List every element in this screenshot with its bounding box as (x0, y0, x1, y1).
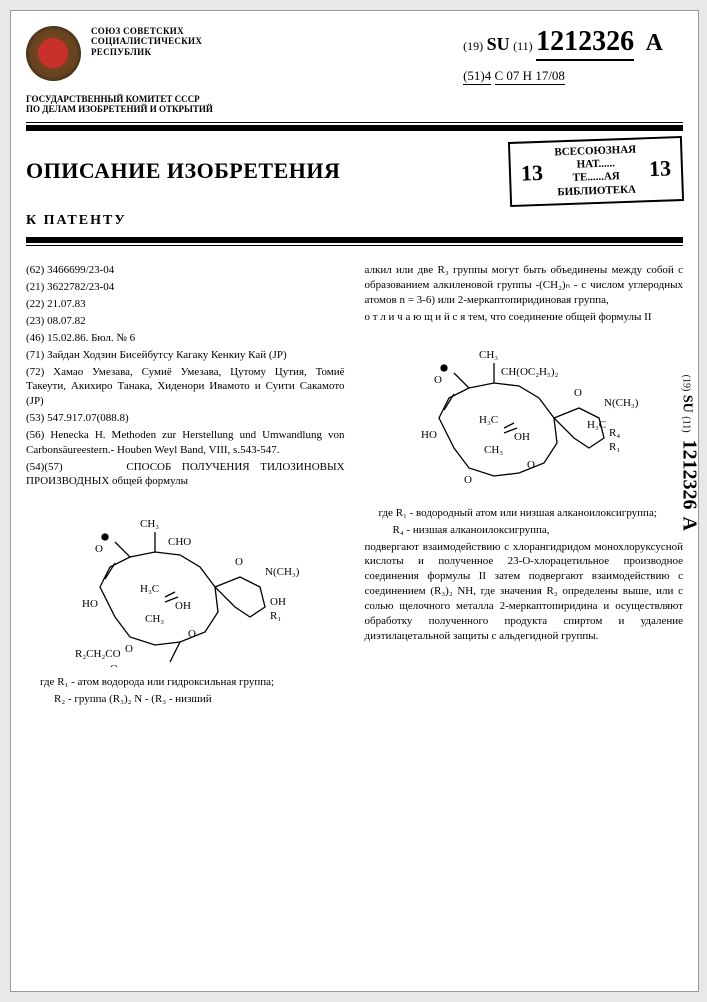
org-line: СОЦИАЛИСТИЧЕСКИХ (91, 36, 463, 46)
library-stamp: ВСЕСОЮЗНАЯ 13 НАТ...... ТЕ......АЯ 13 БИ… (508, 136, 684, 207)
chemical-structure-2: CH₃ CH(OC₂H₅)₂ O N(CH₃)₂ R₄ R₁ H₃C OH CH… (365, 333, 684, 498)
su-suffix: (11) (513, 39, 533, 53)
side-su: SU (679, 395, 694, 413)
svg-text:O: O (464, 474, 472, 486)
page: СОЮЗ СОВЕТСКИХ СОЦИАЛИСТИЧЕСКИХ РЕСПУБЛИ… (10, 10, 699, 992)
svg-text:N(CH₃)₂: N(CH₃)₂ (604, 397, 639, 409)
svg-text:O: O (574, 387, 582, 399)
svg-text:HO: HO (421, 429, 437, 441)
side-number: 1212326 (678, 440, 700, 510)
field-22: (22) 21.07.83 (26, 297, 345, 312)
committee-line: ГОСУДАРСТВЕННЫЙ КОМИТЕТ СССР (26, 94, 226, 104)
chemical-structure-1: CH₃ CHO O N(CH₃)₂ OH R₁ H₃C OH CH₃ O O O… (26, 497, 345, 667)
title-main: ОПИСАНИЕ ИЗОБРЕТЕНИЯ (26, 158, 499, 184)
stamp-text: НАТ...... (572, 157, 619, 172)
class-code: С 07 Н 17/08 (495, 68, 565, 85)
svg-text:O: O (434, 374, 442, 386)
field-54-text: СПОСОБ ПОЛУЧЕНИЯ ТИЛОЗИНОВЫХ ПРОИЗВОДНЫХ… (26, 461, 345, 488)
divider (26, 122, 683, 123)
svg-text:O: O (110, 663, 118, 667)
field-62: (62) 3466699/23-04 (26, 263, 345, 278)
document-number: (19) SU (11) 1212326 A (51)4 С 07 Н 17/0… (463, 26, 683, 84)
side-prefix: (19) (680, 375, 691, 392)
stamp-num: 13 (521, 160, 544, 187)
where-r2: R₂ - группа (R₃)₂ N - (R₃ - низший (26, 692, 345, 707)
committee-line: ПО ДЕЛАМ ИЗОБРЕТЕНИЙ И ОТКРЫТИЙ (26, 104, 226, 114)
field-21: (21) 3622782/23-04 (26, 280, 345, 295)
where-r4: R₄ - низшая алканоилоксигруппа, (365, 523, 684, 538)
su-label: SU (487, 34, 510, 54)
stamp-text: ТЕ......АЯ (572, 170, 619, 185)
side-letter: A (678, 517, 700, 531)
svg-text:CH₃: CH₃ (484, 444, 503, 456)
field-46: (46) 15.02.86. Бюл. № 6 (26, 331, 345, 346)
svg-text:CH₃: CH₃ (140, 518, 159, 530)
header: СОЮЗ СОВЕТСКИХ СОЦИАЛИСТИЧЕСКИХ РЕСПУБЛИ… (11, 11, 698, 89)
divider (26, 245, 683, 246)
svg-text:R₁: R₁ (270, 610, 281, 622)
svg-text:CH₃: CH₃ (479, 349, 498, 361)
svg-text:H₃C: H₃C (140, 583, 159, 595)
field-56: (56) Henecka H. Methoden zur Herstellung… (26, 428, 345, 458)
svg-text:H₃C: H₃C (587, 419, 606, 431)
svg-text:O: O (235, 556, 243, 568)
svg-text:CHO: CHO (168, 536, 191, 548)
svg-text:HO: HO (82, 598, 98, 610)
svg-text:O: O (125, 643, 133, 655)
svg-text:H₃C: H₃C (479, 414, 498, 426)
org-line: СОЮЗ СОВЕТСКИХ (91, 26, 463, 36)
divider-thick (26, 237, 683, 243)
svg-text:R₂CH₂CO: R₂CH₂CO (75, 648, 121, 660)
svg-text:O: O (188, 628, 196, 640)
svg-text:R₁: R₁ (609, 441, 620, 453)
svg-text:O: O (95, 543, 103, 555)
field-72: (72) Хамао Умезава, Сумиё Умезава, Цутом… (26, 365, 345, 410)
right-para2: подвергают взаимодействию с хлорангидрид… (365, 540, 684, 644)
field-54-label: (54)(57) (26, 461, 63, 473)
right-distinct: о т л и ч а ю щ и й с я тем, что соедине… (365, 310, 684, 325)
svg-text:OH: OH (514, 431, 530, 443)
su-prefix: (19) (463, 39, 483, 53)
where-r1: где R₁ - атом водорода или гидроксильная… (26, 675, 345, 690)
field-23: (23) 08.07.82 (26, 314, 345, 329)
svg-text:CH₃: CH₃ (145, 613, 164, 625)
field-54: (54)(57) СПОСОБ ПОЛУЧЕНИЯ ТИЛОЗИНОВЫХ ПР… (26, 460, 345, 490)
class-prefix: (51)4 (463, 68, 491, 85)
field-71: (71) Зайдан Ходзин Бисейбутсу Кагаку Кен… (26, 348, 345, 363)
org-line: РЕСПУБЛИК (91, 47, 463, 57)
field-53: (53) 547.917.07(088.8) (26, 411, 345, 426)
title-sub: К ПАТЕНТУ (11, 211, 698, 237)
svg-text:N(CH₃)₂: N(CH₃)₂ (265, 566, 300, 578)
svg-text:R₄: R₄ (609, 427, 620, 439)
stamp-num: 13 (649, 155, 672, 182)
where-r1-right: где R₁ - водородный атом или низшая алка… (365, 506, 684, 521)
patent-letter: A (646, 30, 663, 56)
side-label: (19) SU (11) 1212326 A (677, 375, 700, 531)
svg-text:CH(OC₂H₅)₂: CH(OC₂H₅)₂ (501, 366, 559, 378)
body: (62) 3466699/23-04 (21) 3622782/23-04 (2… (11, 248, 698, 724)
right-para1: алкил или две R₃ группы могут быть объед… (365, 263, 684, 308)
ussr-emblem-icon (26, 26, 81, 81)
patent-number: 1212326 (536, 26, 634, 61)
right-column: алкил или две R₃ группы могут быть объед… (365, 263, 684, 709)
org-name: СОЮЗ СОВЕТСКИХ СОЦИАЛИСТИЧЕСКИХ РЕСПУБЛИ… (91, 26, 463, 57)
svg-text:O: O (527, 459, 535, 471)
svg-text:OH: OH (270, 596, 286, 608)
title-row: ОПИСАНИЕ ИЗОБРЕТЕНИЯ ВСЕСОЮЗНАЯ 13 НАТ..… (11, 131, 698, 212)
left-column: (62) 3466699/23-04 (21) 3622782/23-04 (2… (26, 263, 345, 709)
side-mid: (11) (680, 416, 691, 432)
svg-text:OH: OH (175, 600, 191, 612)
committee: ГОСУДАРСТВЕННЫЙ КОМИТЕТ СССР ПО ДЕЛАМ ИЗ… (11, 89, 226, 120)
